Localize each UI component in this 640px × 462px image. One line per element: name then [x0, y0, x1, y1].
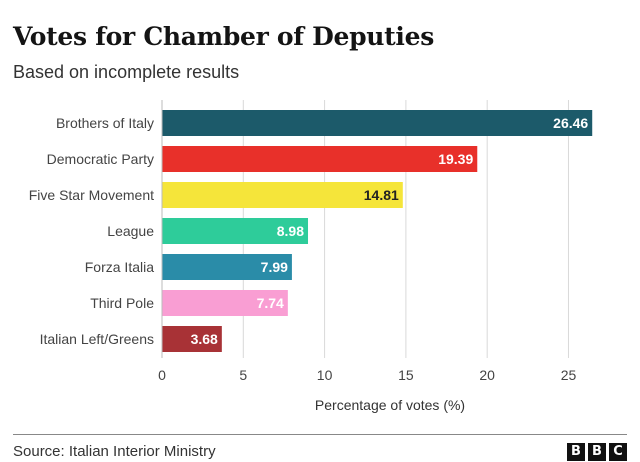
value-label: 14.81 — [364, 187, 399, 203]
category-label: Five Star Movement — [29, 187, 154, 203]
chart-subtitle: Based on incomplete results — [13, 62, 240, 82]
x-tick-label: 25 — [561, 367, 577, 383]
bar — [162, 182, 403, 208]
value-label: 3.68 — [191, 331, 218, 347]
bar — [162, 146, 478, 172]
bar-chart: 0 5 10 15 20 25 Brothers of Italy 26.46 Democrat… — [29, 100, 593, 413]
category-label: Brothers of Italy — [56, 115, 154, 131]
bbc-logo: B B C — [567, 443, 627, 461]
x-tick-label: 10 — [317, 367, 333, 383]
chart-title: Votes for Chamber of Deputies — [13, 22, 435, 51]
bar — [162, 110, 593, 136]
source-note: Source: Italian Interior Ministry — [13, 443, 216, 460]
value-label: 26.46 — [553, 115, 588, 131]
x-axis-label: Percentage of votes (%) — [315, 397, 465, 413]
footer-divider — [13, 434, 627, 435]
bar — [162, 218, 309, 244]
value-label: 8.98 — [277, 223, 304, 239]
category-label: Italian Left/Greens — [40, 331, 154, 347]
bbc-logo-letter: C — [609, 443, 627, 461]
bar — [162, 290, 288, 316]
bar — [162, 326, 222, 352]
bbc-logo-letter: B — [588, 443, 606, 461]
category-label: Forza Italia — [85, 259, 154, 275]
bar — [162, 254, 292, 280]
category-label: Third Pole — [90, 295, 154, 311]
value-label: 19.39 — [438, 151, 473, 167]
bbc-logo-letter: B — [567, 443, 585, 461]
category-label: Democratic Party — [47, 151, 154, 167]
x-tick-label: 0 — [158, 367, 166, 383]
x-tick-label: 5 — [239, 367, 247, 383]
x-tick-label: 20 — [479, 367, 495, 383]
value-label: 7.74 — [257, 295, 284, 311]
value-label: 7.99 — [261, 259, 288, 275]
category-label: League — [107, 223, 154, 239]
x-tick-label: 15 — [398, 367, 414, 383]
